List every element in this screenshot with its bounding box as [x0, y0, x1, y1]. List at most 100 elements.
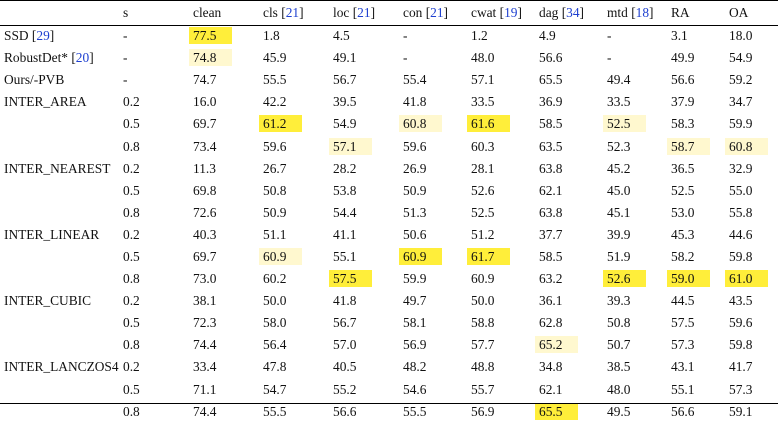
cell-value: 49.4: [607, 72, 631, 88]
scale-cell: 0.5: [123, 248, 140, 264]
method-name: INTER_AREA: [4, 94, 87, 110]
table-row: Ours/-PVB - 74.7 55.5 56.7 55.4 57.1 65.5 49.4 56…: [0, 69, 778, 91]
cwat-cell: 60.9: [467, 268, 535, 290]
cell-value: 53.0: [671, 204, 695, 220]
cell-value: 49.1: [333, 50, 357, 66]
con-cell: 49.7: [399, 290, 467, 312]
cell-value: 50.9: [403, 182, 427, 198]
loc-cell: 40.5: [329, 356, 399, 378]
oa-cell: 55.0: [725, 180, 778, 202]
ra-cell: 58.2: [667, 246, 725, 268]
cell-value: 55.1: [671, 381, 695, 397]
cell-value: 61.0: [725, 270, 769, 288]
clean-cell: 73.0: [189, 268, 259, 290]
mtd-cell: 51.9: [603, 246, 667, 268]
clean-cell: 69.7: [189, 246, 259, 268]
table-row: 0.8 74.4 56.4 57.0 56.9 57.7 65.2 50.7 57.3 59.8: [0, 334, 778, 356]
citation-link[interactable]: 21: [430, 4, 444, 20]
citation-link[interactable]: 21: [357, 4, 371, 20]
cwat-cell: 28.1: [467, 158, 535, 180]
citation-link[interactable]: 29: [36, 28, 50, 44]
con-cell: 60.9: [399, 246, 467, 268]
cell-value: 40.5: [333, 359, 357, 375]
cell-value: 60.9: [399, 247, 443, 265]
header-dag: dag [34]: [539, 4, 585, 20]
scale-cell: 0.5: [123, 381, 140, 397]
table-row: 0.5 69.7 61.2 54.9 60.8 61.6 58.5 52.5 58.3 59.9: [0, 113, 778, 135]
cell-value: 52.5: [603, 115, 647, 133]
scale-cell: 0.8: [123, 204, 140, 220]
cell-value: 59.6: [729, 315, 753, 331]
clean-cell: 74.8: [189, 47, 259, 69]
oa-cell: 57.3: [725, 379, 778, 401]
cell-value: 49.5: [607, 403, 631, 419]
cell-value: 34.7: [729, 94, 753, 110]
loc-cell: 41.1: [329, 224, 399, 246]
loc-cell: 39.5: [329, 91, 399, 113]
mtd-cell: -: [603, 25, 667, 47]
mtd-cell: 49.4: [603, 69, 667, 91]
cell-value: 33.4: [193, 359, 217, 375]
scale-cell: -: [123, 72, 128, 88]
con-cell: 56.9: [399, 334, 467, 356]
clean-cell: 72.6: [189, 202, 259, 224]
cls-cell: 54.7: [259, 379, 329, 401]
scale-cell: 0.2: [123, 359, 140, 375]
dag-cell: 58.5: [535, 246, 603, 268]
loc-cell: 57.5: [329, 268, 399, 290]
ra-cell: 57.5: [667, 312, 725, 334]
method-cell: INTER_LINEAR: [0, 224, 119, 246]
cell-value: 33.5: [607, 94, 631, 110]
cell-value: 56.4: [263, 337, 287, 353]
clean-cell: 72.3: [189, 312, 259, 334]
citation-link[interactable]: 21: [285, 4, 300, 20]
citation-link[interactable]: 19: [504, 4, 518, 20]
cell-value: 54.9: [333, 116, 357, 132]
loc-cell: 49.1: [329, 47, 399, 69]
scale-cell: 0.2: [123, 160, 140, 176]
cell-value: 74.4: [193, 337, 217, 353]
cell-value: 47.8: [263, 359, 287, 375]
cell-value: 60.8: [399, 115, 443, 133]
cell-value: 58.8: [471, 315, 495, 331]
cell-value: 54.6: [403, 381, 427, 397]
header-row: s clean cls [21] loc [21] con [21] cwat …: [0, 0, 778, 25]
cell-value: 28.2: [333, 160, 357, 176]
cell-value: 57.5: [329, 270, 373, 288]
cell-value: 63.5: [539, 138, 563, 154]
cell-value: 74.4: [193, 403, 217, 419]
table-row: 0.8 72.6 50.9 54.4 51.3 52.5 63.8 45.1 53.0 55.8: [0, 202, 778, 224]
cell-value: 69.7: [193, 116, 217, 132]
cell-value: 48.8: [471, 359, 495, 375]
scale-cell: 0.2: [123, 226, 140, 242]
cell-value: 42.2: [263, 94, 287, 110]
cell-value: 49.7: [403, 293, 427, 309]
citation-link[interactable]: 34: [566, 4, 580, 20]
citation-link[interactable]: 18: [635, 4, 650, 20]
dag-cell: 36.9: [535, 91, 603, 113]
loc-cell: 57.0: [329, 334, 399, 356]
ra-cell: 53.0: [667, 202, 725, 224]
cell-value: 56.6: [671, 403, 695, 419]
loc-cell: 56.7: [329, 312, 399, 334]
cls-cell: 55.5: [259, 69, 329, 91]
cell-value: -: [607, 28, 612, 44]
table-row: INTER_CUBIC 0.2 38.1 50.0 41.8 49.7 50.0 36.1 39…: [0, 290, 778, 312]
cell-value: 54.7: [263, 381, 287, 397]
cwat-cell: 55.7: [467, 379, 535, 401]
citation-link[interactable]: 20: [75, 50, 90, 66]
cell-value: 58.1: [403, 315, 427, 331]
clean-cell: 38.1: [189, 290, 259, 312]
cell-value: 1.8: [263, 28, 280, 44]
clean-cell: 69.7: [189, 113, 259, 135]
cell-value: 48.2: [403, 359, 427, 375]
cell-value: 3.1: [671, 28, 688, 44]
cwat-cell: 57.7: [467, 334, 535, 356]
con-cell: 60.8: [399, 113, 467, 135]
con-cell: -: [399, 25, 467, 47]
cell-value: 45.3: [671, 226, 695, 242]
cell-value: 48.0: [607, 381, 631, 397]
header-rule: [0, 25, 778, 26]
cls-cell: 26.7: [259, 158, 329, 180]
cell-value: 59.8: [729, 248, 753, 264]
